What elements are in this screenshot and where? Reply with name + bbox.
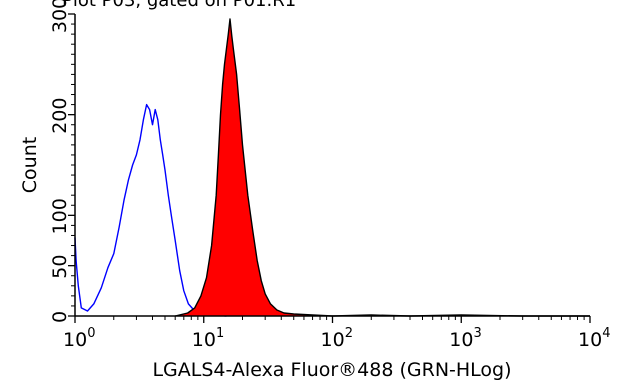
x-tick-label-4: 104 bbox=[578, 326, 610, 351]
y-tick-label-2: 100 bbox=[49, 198, 71, 234]
x-axis-label: LGALS4-Alexa Fluor®488 (GRN-HLog) bbox=[152, 359, 511, 381]
x-tick-label-0: 100 bbox=[63, 326, 95, 351]
ticks-layer: 100 101 102 103 104 0 50 100 200 300 bbox=[49, 0, 610, 351]
x-tick-label-1: 101 bbox=[192, 326, 224, 351]
series-1-fill bbox=[175, 19, 590, 316]
axes-layer bbox=[74, 14, 590, 317]
x-tick-label-2: 102 bbox=[321, 326, 353, 351]
y-tick-label-1: 50 bbox=[49, 255, 71, 279]
y-tick-label-0: 0 bbox=[49, 311, 71, 323]
chart-title: Plot P03, gated on P01.R1 bbox=[62, 0, 296, 11]
series-layer bbox=[74, 18, 590, 317]
y-axis-label: Count bbox=[19, 137, 41, 193]
y-tick-label-4: 300 bbox=[49, 0, 71, 33]
series-0-line bbox=[74, 103, 227, 317]
x-tick-label-3: 103 bbox=[449, 326, 481, 351]
y-tick-label-3: 200 bbox=[49, 98, 71, 134]
